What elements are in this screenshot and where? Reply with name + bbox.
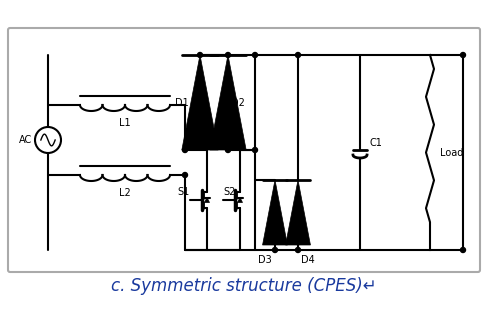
Text: D4: D4 — [301, 255, 315, 265]
Polygon shape — [238, 198, 243, 203]
Text: D2: D2 — [231, 98, 245, 107]
Circle shape — [225, 148, 230, 153]
Circle shape — [252, 148, 258, 153]
Circle shape — [252, 52, 258, 58]
Circle shape — [272, 247, 278, 252]
Polygon shape — [204, 198, 209, 203]
Text: S1: S1 — [178, 187, 190, 197]
Text: D3: D3 — [258, 255, 272, 265]
Circle shape — [296, 52, 301, 58]
Text: L2: L2 — [119, 188, 131, 198]
Circle shape — [296, 247, 301, 252]
Polygon shape — [210, 55, 246, 150]
Text: C1: C1 — [370, 137, 383, 148]
Polygon shape — [182, 55, 218, 150]
Text: D1: D1 — [175, 98, 189, 107]
Circle shape — [183, 148, 187, 153]
Circle shape — [198, 52, 203, 58]
Text: Load: Load — [440, 148, 464, 157]
Polygon shape — [285, 180, 310, 245]
Circle shape — [461, 52, 466, 58]
Text: L1: L1 — [119, 118, 131, 128]
Circle shape — [461, 247, 466, 252]
Text: AC: AC — [19, 135, 32, 145]
Circle shape — [183, 173, 187, 178]
Text: c. Symmetric structure (CPES)↵: c. Symmetric structure (CPES)↵ — [111, 277, 377, 295]
Text: S2: S2 — [224, 187, 236, 197]
Circle shape — [225, 52, 230, 58]
Polygon shape — [263, 180, 287, 245]
